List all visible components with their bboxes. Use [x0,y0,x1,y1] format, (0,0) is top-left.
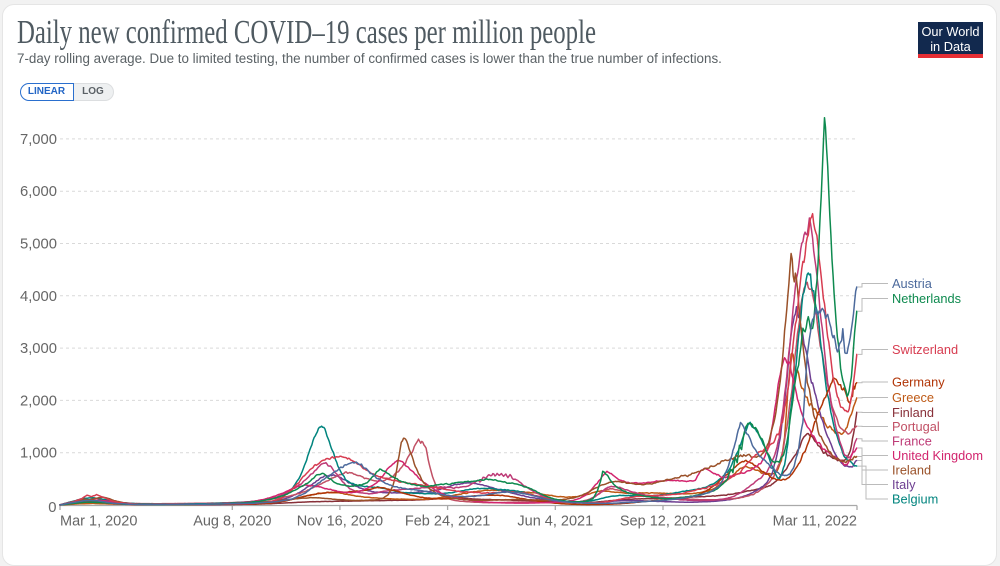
svg-text:Feb 24, 2021: Feb 24, 2021 [405,514,490,530]
svg-text:Nov 16, 2020: Nov 16, 2020 [297,514,383,530]
svg-text:4,000: 4,000 [20,289,57,305]
svg-text:Jun 4, 2021: Jun 4, 2021 [517,514,593,530]
svg-text:Aug 8, 2020: Aug 8, 2020 [193,514,271,530]
svg-text:Germany: Germany [892,375,945,390]
svg-text:Greece: Greece [892,390,934,405]
svg-text:United Kingdom: United Kingdom [892,448,983,463]
svg-text:7,000: 7,000 [20,132,57,148]
svg-text:0: 0 [48,500,56,516]
svg-text:France: France [892,434,932,449]
svg-text:6,000: 6,000 [20,184,57,200]
svg-text:Finland: Finland [892,405,934,420]
svg-text:Portugal: Portugal [892,419,940,434]
svg-text:Switzerland: Switzerland [892,342,958,357]
svg-text:Netherlands: Netherlands [892,291,961,306]
svg-text:1,000: 1,000 [20,446,57,462]
svg-text:Italy: Italy [892,477,916,492]
svg-text:Sep 12, 2021: Sep 12, 2021 [620,514,706,530]
svg-text:Belgium: Belgium [892,492,938,507]
svg-text:Mar 11, 2022: Mar 11, 2022 [773,514,857,530]
svg-text:Ireland: Ireland [892,463,931,478]
svg-text:3,000: 3,000 [20,341,57,357]
svg-text:5,000: 5,000 [20,237,57,253]
svg-text:Mar 1, 2020: Mar 1, 2020 [60,514,137,530]
svg-text:Austria: Austria [892,276,933,291]
svg-text:2,000: 2,000 [20,393,57,409]
